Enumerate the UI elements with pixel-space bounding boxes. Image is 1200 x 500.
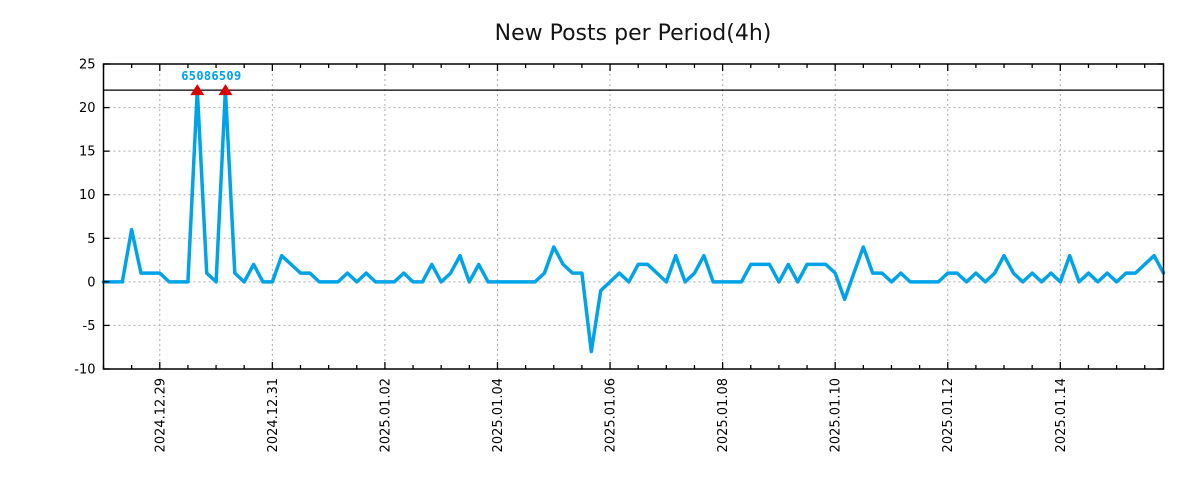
- peak-annotation: 65086509: [181, 69, 241, 83]
- y-tick-label: 5: [87, 232, 95, 247]
- y-tick-label: 15: [79, 145, 96, 160]
- peak-marker-triangle-up-icon: [190, 84, 205, 96]
- x-tick-label: 2024.12.31: [266, 378, 281, 452]
- y-tick-label: -5: [83, 319, 96, 334]
- y-tick-label: 0: [87, 275, 95, 290]
- data-line: [101, 88, 1166, 354]
- plot-area: 25 20 15 10 5 0 -5 -10 2024.12.29 2024.12.31 2025.…: [74, 58, 1166, 452]
- plot-border: [102, 63, 1165, 370]
- x-tick-label: 2025.01.02: [378, 378, 393, 452]
- x-tick-label: 2025.01.08: [716, 378, 731, 452]
- x-tick-label: 2025.01.04: [491, 378, 506, 452]
- x-tick-label: 2025.01.06: [604, 378, 619, 452]
- y-tick-label: -10: [74, 363, 95, 378]
- y-tick-label: 20: [79, 101, 96, 116]
- x-tick-label: 2024.12.29: [153, 378, 168, 452]
- x-tick-label: 2025.01.12: [941, 378, 956, 452]
- y-tick-label: 10: [79, 188, 96, 203]
- x-tick-label: 2025.01.10: [829, 378, 844, 452]
- chart-title: New Posts per Period(4h): [495, 21, 772, 46]
- x-tick-label: 2025.01.14: [1054, 378, 1069, 452]
- peak-marker-triangle-up-icon: [218, 84, 233, 96]
- y-tick-label: 25: [79, 58, 96, 73]
